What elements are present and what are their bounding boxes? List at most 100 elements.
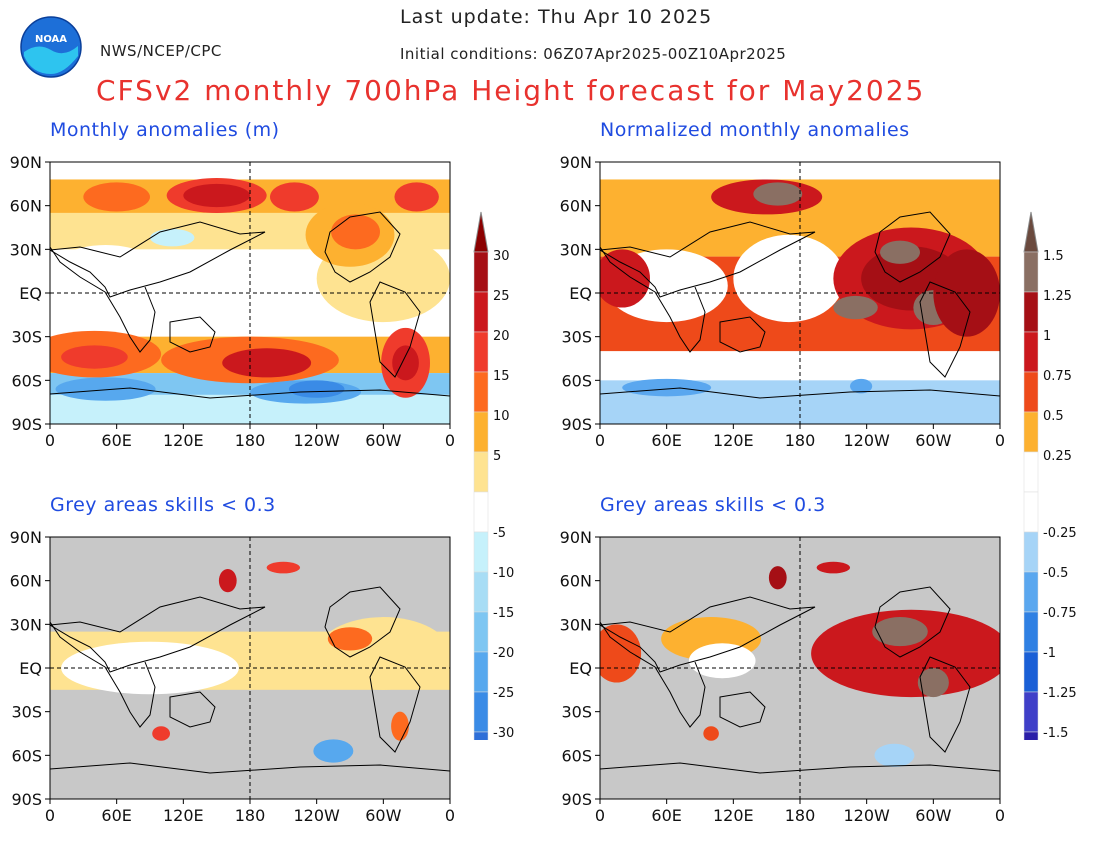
field-unmasked xyxy=(917,668,949,698)
coastline xyxy=(50,621,156,728)
lon-label: 120E xyxy=(163,431,204,450)
colorbar-label: 1.5 xyxy=(1043,249,1064,264)
coastline xyxy=(50,387,450,399)
coastline xyxy=(600,762,1000,774)
colorbar-normalized: 1.5 1.25 1 0.75 0.5 0.25 -0.25 -0.5 -0.75 -1 -1.25… xyxy=(1023,211,1077,740)
colorbar-label: -1.5 xyxy=(1043,726,1068,740)
field-anomaly xyxy=(61,345,128,369)
field-negative xyxy=(150,228,195,247)
colorbar-label: -5 xyxy=(493,526,506,541)
field-anomaly xyxy=(833,295,878,320)
colorbar-swatch xyxy=(1023,731,1039,740)
lon-label: 60E xyxy=(101,431,131,450)
panel-title-normalized: Normalized monthly anomalies xyxy=(600,119,910,141)
lat-label: EQ xyxy=(19,284,42,303)
lat-label: 30S xyxy=(11,703,42,722)
initial-conditions: Initial conditions: 06Z07Apr2025-00Z10Ap… xyxy=(400,45,787,63)
colorbar-swatch xyxy=(1023,651,1039,693)
lat-label: 30S xyxy=(11,328,42,347)
coastline xyxy=(324,211,401,283)
colorbar-label: 25 xyxy=(493,289,510,304)
colorbar-swatch xyxy=(473,411,489,453)
lon-label: 180 xyxy=(785,806,816,825)
field-unmasked xyxy=(703,726,719,741)
coastline xyxy=(874,586,951,658)
lat-label: EQ xyxy=(569,284,592,303)
lat-label: 60N xyxy=(10,197,42,216)
anomaly-field xyxy=(600,537,1000,799)
colorbar-label: 0.75 xyxy=(1043,369,1072,384)
field-unmasked xyxy=(811,609,1000,698)
colorbar-swatch xyxy=(473,331,489,373)
colorbar-swatch xyxy=(1023,331,1039,373)
lat-label: 30S xyxy=(561,703,592,722)
colorbar-swatch-neutral xyxy=(1023,491,1039,533)
colorbar-swatch xyxy=(473,451,489,493)
lat-label: 90S xyxy=(11,415,42,434)
lon-label: 0 xyxy=(45,806,55,825)
colorbar-swatch-neutral xyxy=(473,491,489,533)
lat-label: 60N xyxy=(560,197,592,216)
lon-label: 0 xyxy=(45,431,55,450)
lat-label: 90N xyxy=(560,153,592,172)
field-negative xyxy=(288,380,345,398)
coastline xyxy=(919,281,971,378)
colorbar-label: -1 xyxy=(1043,646,1056,661)
colorbar-swatch xyxy=(1023,531,1039,573)
coastline xyxy=(600,387,1000,399)
lon-label: 120E xyxy=(713,806,754,825)
field-anomaly xyxy=(83,182,150,212)
colorbar-label: -10 xyxy=(493,566,514,581)
lon-label: 120W xyxy=(293,431,340,450)
coastline xyxy=(600,246,706,353)
field-unmasked xyxy=(316,617,450,690)
field-anomaly xyxy=(331,214,380,250)
coastline xyxy=(50,762,450,774)
lat-label: 60N xyxy=(10,572,42,591)
agency-label: NWS/NCEP/CPC xyxy=(100,42,222,60)
colorbar-swatch xyxy=(1023,411,1039,453)
lon-label: 120W xyxy=(293,806,340,825)
panel-title-anomalies: Monthly anomalies (m) xyxy=(50,119,280,141)
colorbar-swatch xyxy=(1023,571,1039,613)
lat-label: EQ xyxy=(19,659,42,678)
field-anomaly xyxy=(222,348,312,378)
field-neutral xyxy=(688,643,756,679)
lon-label: 180 xyxy=(785,431,816,450)
colorbar-label: -0.25 xyxy=(1043,526,1077,541)
coastline xyxy=(324,586,401,658)
lon-label: 60W xyxy=(365,431,401,450)
field-anomaly xyxy=(753,182,803,206)
coastline xyxy=(50,246,156,353)
panel-title-skill-norm: Grey areas skills < 0.3 xyxy=(600,494,826,516)
colorbar-label: 30 xyxy=(493,249,510,264)
lon-label: 0 xyxy=(995,431,1005,450)
field-anomaly xyxy=(600,249,650,308)
lon-label: 180 xyxy=(235,431,266,450)
coastline xyxy=(50,596,266,673)
field-anomaly xyxy=(392,345,419,381)
lat-label: 30N xyxy=(560,240,592,259)
lat-label: 30N xyxy=(10,240,42,259)
colorbar-label: -20 xyxy=(493,646,514,661)
colorbar-swatch xyxy=(473,291,489,333)
coastline xyxy=(369,656,421,753)
field-unmasked xyxy=(816,561,850,574)
lon-label: 0 xyxy=(595,431,605,450)
lon-label: 120W xyxy=(843,806,890,825)
field-anomaly xyxy=(270,182,319,212)
colorbar-label: 1.25 xyxy=(1043,289,1072,304)
coastline xyxy=(50,221,266,298)
lat-label: 60N xyxy=(560,572,592,591)
lat-label: 60S xyxy=(561,371,592,390)
field-negative xyxy=(313,739,354,763)
coastline xyxy=(169,316,216,353)
field-negative xyxy=(850,378,873,394)
lat-label: 60S xyxy=(561,746,592,765)
coastline xyxy=(719,316,766,353)
field-unmasked xyxy=(152,726,170,741)
lat-label: 90N xyxy=(10,528,42,547)
colorbar-label: -30 xyxy=(493,726,514,740)
colorbar-label: 15 xyxy=(493,369,510,384)
